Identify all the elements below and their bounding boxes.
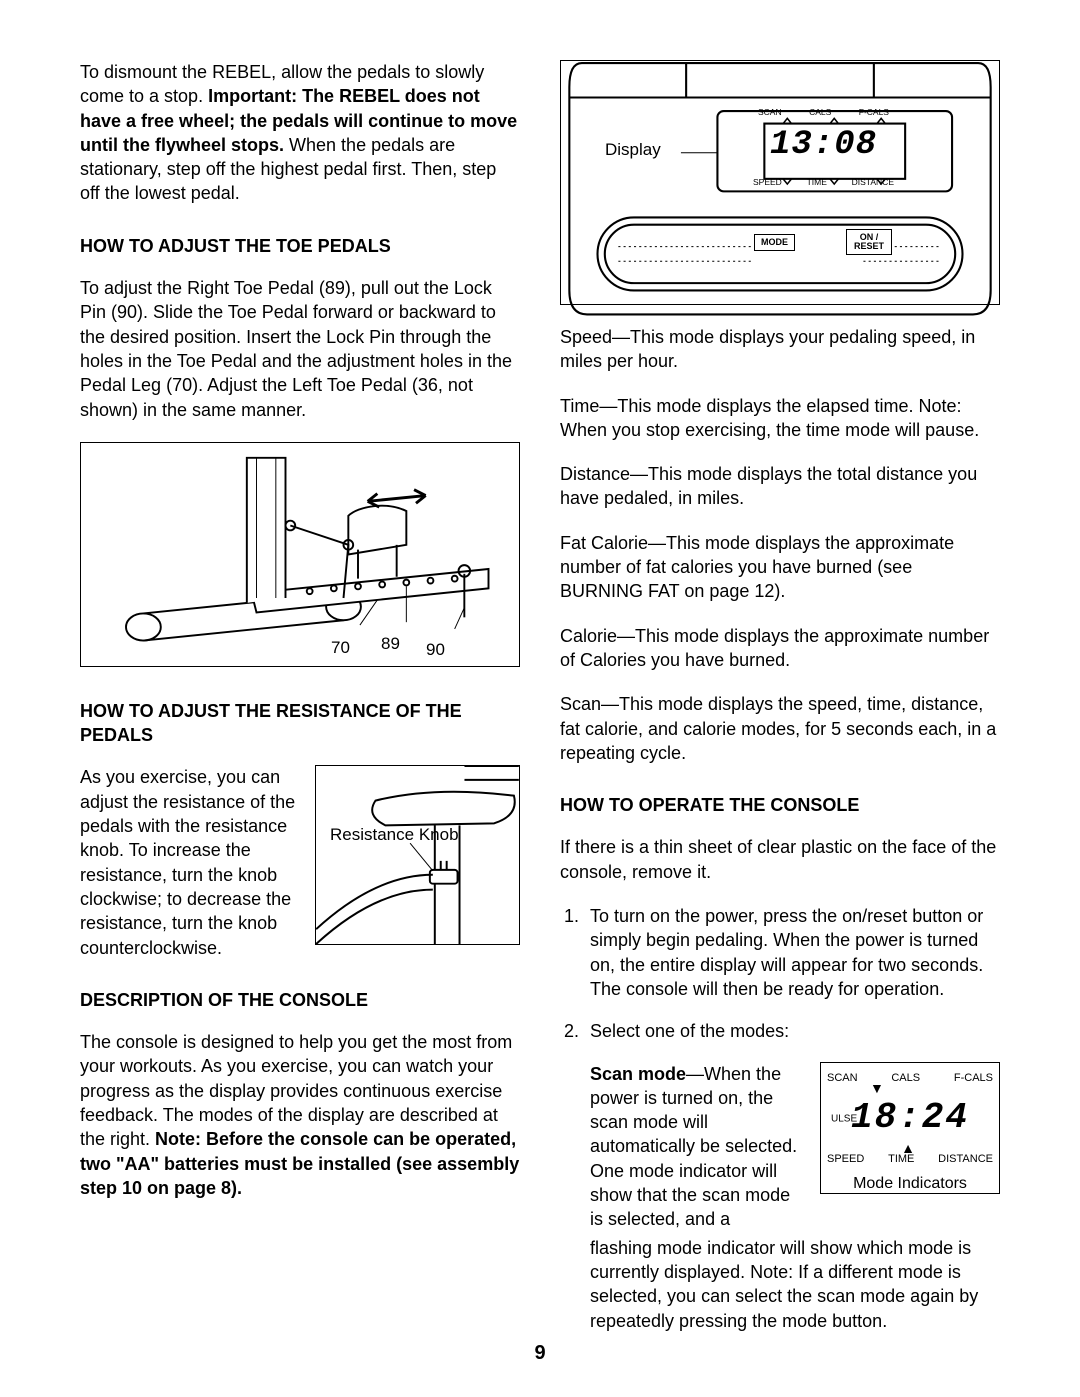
console-bottom-labels: SPEED TIME DISTANCE [753,177,894,188]
para-distance: Distance—This mode displays the total di… [560,462,1000,511]
mode-digits: 18:24 [827,1094,993,1143]
scan-bold: Scan mode [590,1064,686,1084]
pedal-diagram-svg [91,453,509,656]
left-column: To dismount the REBEL, allow the pedals … [80,60,520,1351]
lbl-distance: DISTANCE [852,177,894,188]
lbl-speed: SPEED [753,177,782,188]
para-fatcal: Fat Calorie—This mode displays the appro… [560,531,1000,604]
para-cal: Calorie—This mode displays the approxima… [560,624,1000,673]
operate-step-1: To turn on the power, press the on/reset… [584,904,1000,1001]
scan-after: flashing mode indicator will show which … [590,1236,1000,1333]
console-top-labels: SCAN CALS F-CALS [758,107,889,118]
para-scan: Scan—This mode displays the speed, time,… [560,692,1000,765]
console-svg [561,61,999,317]
scan-body: —When the power is turned on, the scan m… [590,1064,797,1230]
lbl-cals: CALS [809,107,831,118]
para-resistance: As you exercise, you can adjust the resi… [80,765,297,959]
figure-console: Display SCAN CALS F-CALS SPEED TIME DIST… [560,60,1000,305]
fig1-label-70: 70 [331,637,350,660]
lbl-scan: SCAN [758,107,782,118]
para-console-desc: The console is designed to help you get … [80,1030,520,1200]
figure-mode-indicators: SCAN CALS F-CALS ▼ ULSE 18:24 ▲ [820,1062,1000,1194]
mode-bottom-row: SPEED TIME DISTANCE [827,1152,993,1167]
mode-button[interactable]: MODE [754,234,795,251]
mode-fcals: F-CALS [954,1071,993,1086]
resistance-svg [316,766,519,944]
heading-toe-pedals: HOW TO ADJUST THE TOE PEDALS [80,234,520,258]
mode-arrow-bottom: ▲ [827,1145,993,1152]
para-speed: Speed—This mode displays your pedaling s… [560,325,1000,374]
para-operate-intro: If there is a thin sheet of clear plasti… [560,835,1000,884]
mode-dist: DISTANCE [938,1152,993,1167]
console-digits: 13:08 [761,123,886,169]
mode-indicator-label: Mode Indicators [827,1173,993,1195]
console-display-label: Display [605,139,661,162]
fig2-label: Resistance Knob [330,826,459,845]
lbl-fcals: F-CALS [859,107,889,118]
operate-list: To turn on the power, press the on/reset… [560,904,1000,1351]
heading-operate: HOW TO OPERATE THE CONSOLE [560,793,1000,817]
intro-paragraph: To dismount the REBEL, allow the pedals … [80,60,520,206]
para-toe-pedals: To adjust the Right Toe Pedal (89), pull… [80,276,520,422]
right-column: Display SCAN CALS F-CALS SPEED TIME DIST… [560,60,1000,1351]
heading-resistance: HOW TO ADJUST THE RESISTANCE OF THE PEDA… [80,699,520,748]
resistance-row: As you exercise, you can adjust the resi… [80,765,520,959]
mode-time: TIME [888,1152,914,1167]
figure-resistance: Resistance Knob [315,765,520,945]
mode-arrow-top: ▼ [827,1085,993,1092]
fig1-label-89: 89 [381,633,400,656]
lbl-time: TIME [807,177,827,188]
figure-pedal: 70 89 90 [80,442,520,667]
mode-scan: SCAN [827,1071,858,1086]
heading-console-desc: DESCRIPTION OF THE CONSOLE [80,988,520,1012]
mode-speed: SPEED [827,1152,864,1167]
on-reset-button[interactable]: ON / RESET [846,229,892,255]
operate-step-2: Select one of the modes: Scan mode—When … [584,1019,1000,1333]
page-number: 9 [0,1340,1080,1367]
fig1-label-90: 90 [426,639,445,662]
para-time: Time—This mode displays the elapsed time… [560,394,1000,443]
scan-paragraph: Scan mode—When the power is turned on, t… [590,1062,802,1232]
step2-text: Select one of the modes: [590,1021,789,1041]
